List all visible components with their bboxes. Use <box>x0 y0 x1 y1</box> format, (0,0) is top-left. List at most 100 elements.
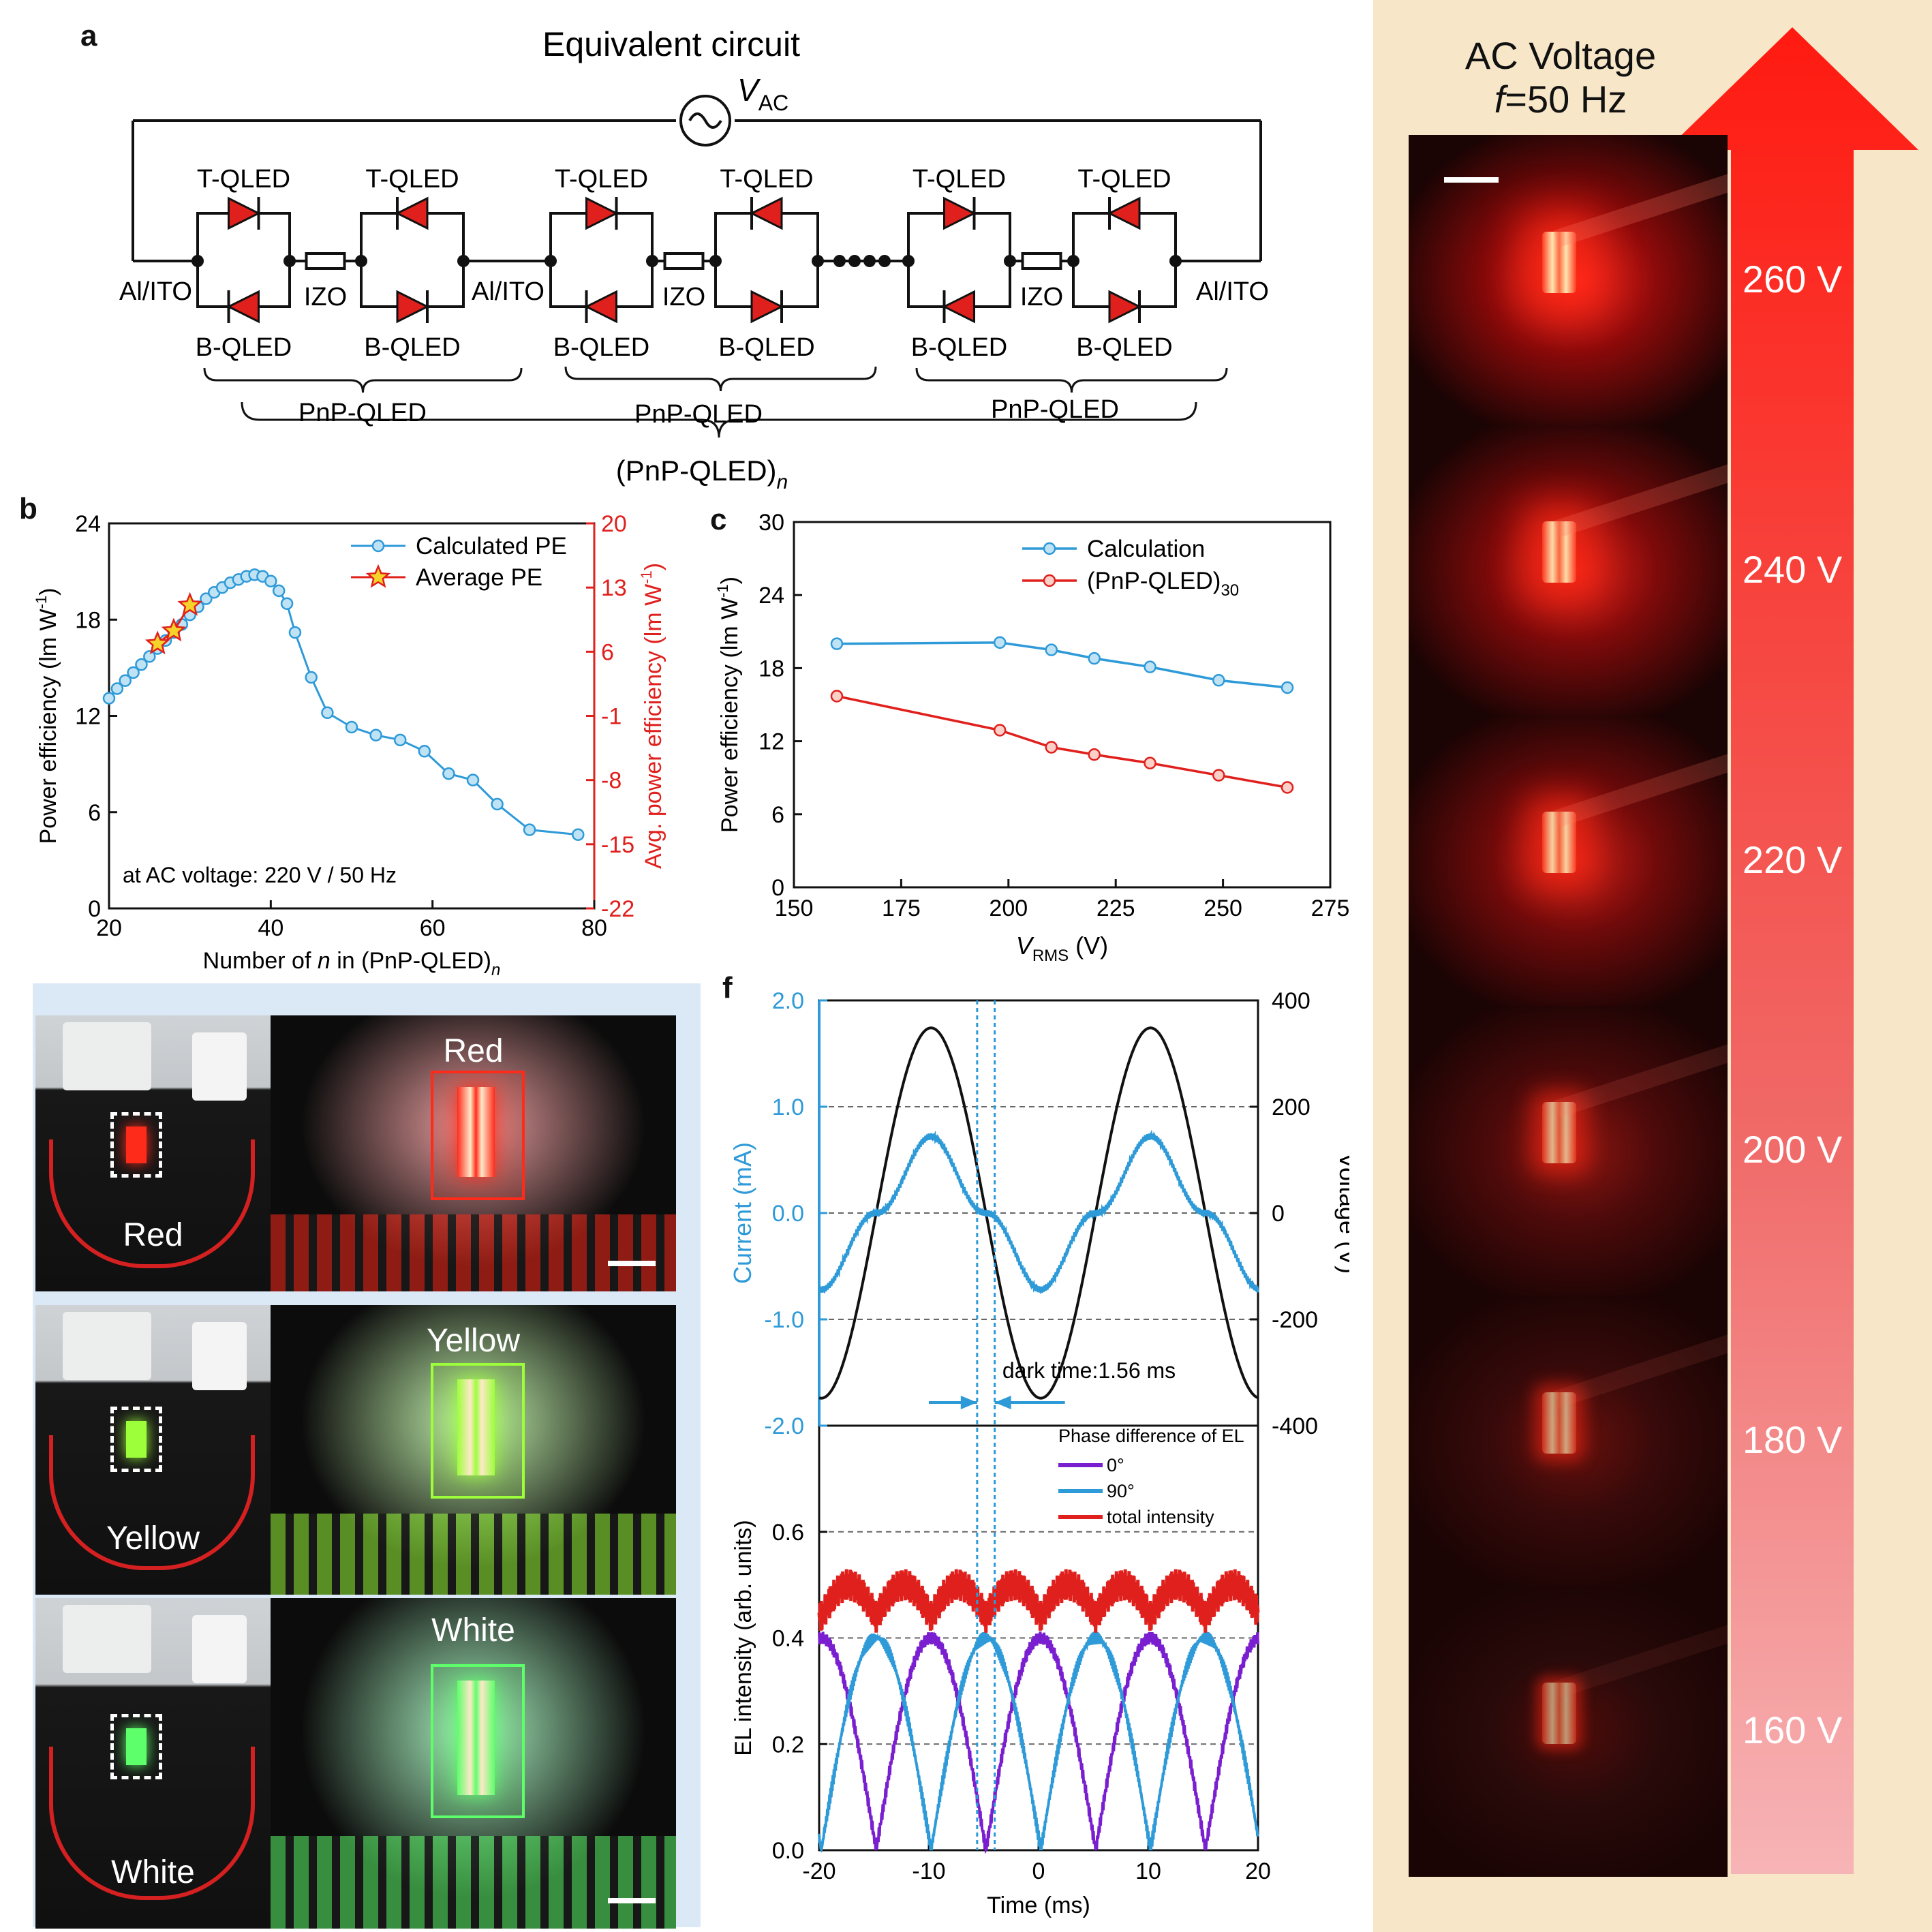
plug-photo: Red <box>35 1015 271 1291</box>
brace <box>915 367 1228 393</box>
device-emission <box>457 1087 495 1178</box>
calculated-pe-point <box>442 767 455 780</box>
device-glow <box>1542 1392 1576 1454</box>
calculated-pe-point <box>491 797 504 811</box>
frequency-label: f=50 Hz <box>1494 78 1627 121</box>
source-symbol: V <box>737 72 761 108</box>
x-tick-label: 10 <box>1135 1858 1161 1884</box>
top-y-tick-label: 1.0 <box>772 1094 804 1120</box>
ac-voltage-title: AC Voltage <box>1465 34 1657 77</box>
calculated-pe-point <box>321 706 334 720</box>
arrow-left-icon <box>994 1396 1011 1409</box>
al-ito-label: Al/ITO <box>472 277 545 306</box>
legend-average: Average PE <box>416 564 542 591</box>
y-tick-label: 18 <box>758 656 784 681</box>
color-title: White <box>431 1612 515 1649</box>
resistor-icon <box>305 252 346 270</box>
diode-icon <box>942 290 975 324</box>
pnp-qled-label: PnP-QLED <box>634 400 763 429</box>
device-closeup-photo: Red <box>271 1015 676 1291</box>
legend-pnp-qled: (PnP-QLED)30 <box>1087 568 1239 600</box>
b-qled-label: B-QLED <box>196 333 292 362</box>
device-photo <box>1409 135 1728 426</box>
svg-text:VAC: VAC <box>737 72 788 115</box>
chart-c-power-vs-vrms: 150 175 200 225 250 275 0 6 12 18 24 30 VRMS (V) Powe… <box>714 510 1349 965</box>
legend-title: Phase difference of EL <box>1058 1426 1244 1446</box>
source-sub: AC <box>758 91 788 115</box>
plug-photo: White <box>35 1598 271 1929</box>
calculated-pe-point <box>272 584 286 598</box>
x-tick-label: 20 <box>96 915 122 941</box>
legend-calculation: Calculation <box>1087 536 1205 562</box>
x-tick-label: 20 <box>1245 1858 1271 1884</box>
device-holder <box>1553 1044 1728 1118</box>
series-point <box>1281 681 1294 694</box>
calculated-pe-point <box>345 720 358 734</box>
al-ito-label: Al/ITO <box>119 277 192 306</box>
device-photo <box>1409 1005 1728 1297</box>
series-point <box>1144 756 1156 770</box>
x-tick-label: 80 <box>581 915 607 941</box>
circuit-diagram: Equivalent circuit VAC T-QLED B-QLED T-QLE… <box>119 25 1269 491</box>
x-axis-label: VRMS (V) <box>1016 932 1108 965</box>
circuit-title: Equivalent circuit <box>542 25 800 63</box>
diode-icon <box>749 196 783 230</box>
dark-time-label: dark time:1.56 ms <box>1002 1358 1176 1383</box>
light-reflections <box>271 1514 676 1595</box>
voltage-label: 260 V <box>1742 257 1843 301</box>
diode-icon <box>584 290 617 324</box>
wire <box>49 1747 255 1900</box>
light-reflections <box>271 1214 676 1291</box>
panel-label-c: c <box>710 503 727 536</box>
voltage-label: 220 V <box>1742 838 1843 881</box>
diode-icon <box>1107 196 1141 230</box>
legend-label: total intensity <box>1107 1507 1214 1527</box>
chart-f-current-voltage-el: 2.01.00.0-1.0-2.04002000-200-4000.00.20.… <box>729 988 1349 1918</box>
voltage-label: 200 V <box>1742 1128 1843 1171</box>
pnp-qled-label: PnP-QLED <box>298 399 427 427</box>
diode-icon <box>226 290 260 324</box>
t-qled-label: T-QLED <box>197 165 290 194</box>
t-qled-label: T-QLED <box>720 165 813 194</box>
y-tick-label: 24 <box>75 511 101 537</box>
x-tick-label: 0 <box>1032 1858 1045 1884</box>
series-point <box>830 637 844 650</box>
x-axis-label: Number of n in (PnP-QLED)n <box>203 948 501 979</box>
device-glow <box>1542 1102 1576 1164</box>
calculated-pe-point <box>264 574 277 587</box>
x-axis-label: Time (ms) <box>987 1892 1090 1918</box>
y-tick-label: 0 <box>88 896 101 922</box>
series-point <box>993 724 1007 737</box>
device-holder <box>1553 173 1728 247</box>
current-curve <box>818 1129 1259 1295</box>
device-glass <box>431 1664 525 1819</box>
average-pe-point <box>177 592 202 616</box>
current-axis-label: Current (mA) <box>729 1142 756 1284</box>
el-axis-label: EL intensity (arb. units) <box>731 1520 756 1755</box>
calculated-pe-point <box>200 592 213 605</box>
panel-d-title: AC Voltage f=50 Hz <box>1458 34 1663 121</box>
device-photo <box>1409 1295 1728 1587</box>
device-glow <box>1542 1682 1576 1744</box>
resistor-icon <box>663 252 705 270</box>
diode-icon <box>1108 290 1142 324</box>
x-tick-label: 225 <box>1097 895 1135 921</box>
calculated-pe-point <box>102 692 116 705</box>
voltage-curve <box>818 1026 1259 1400</box>
plug-photo: Yellow <box>35 1305 271 1595</box>
device-glass <box>431 1363 525 1499</box>
diode-icon <box>943 196 977 230</box>
el-90deg-curve <box>818 1631 1259 1853</box>
plug-icon <box>192 1032 247 1101</box>
scale-bar <box>608 1261 656 1266</box>
brace <box>241 401 1197 438</box>
y-tick-label: 12 <box>758 729 784 755</box>
y2-tick-label: 20 <box>601 511 627 537</box>
device-holder <box>1553 754 1728 828</box>
b-qled-label: B-QLED <box>911 333 1007 362</box>
x-tick-label: 250 <box>1203 895 1242 921</box>
color-title: Red <box>443 1033 504 1069</box>
y2-tick-label: 6 <box>601 639 614 665</box>
light-reflections <box>271 1836 676 1929</box>
x-tick-label: -20 <box>802 1858 835 1884</box>
